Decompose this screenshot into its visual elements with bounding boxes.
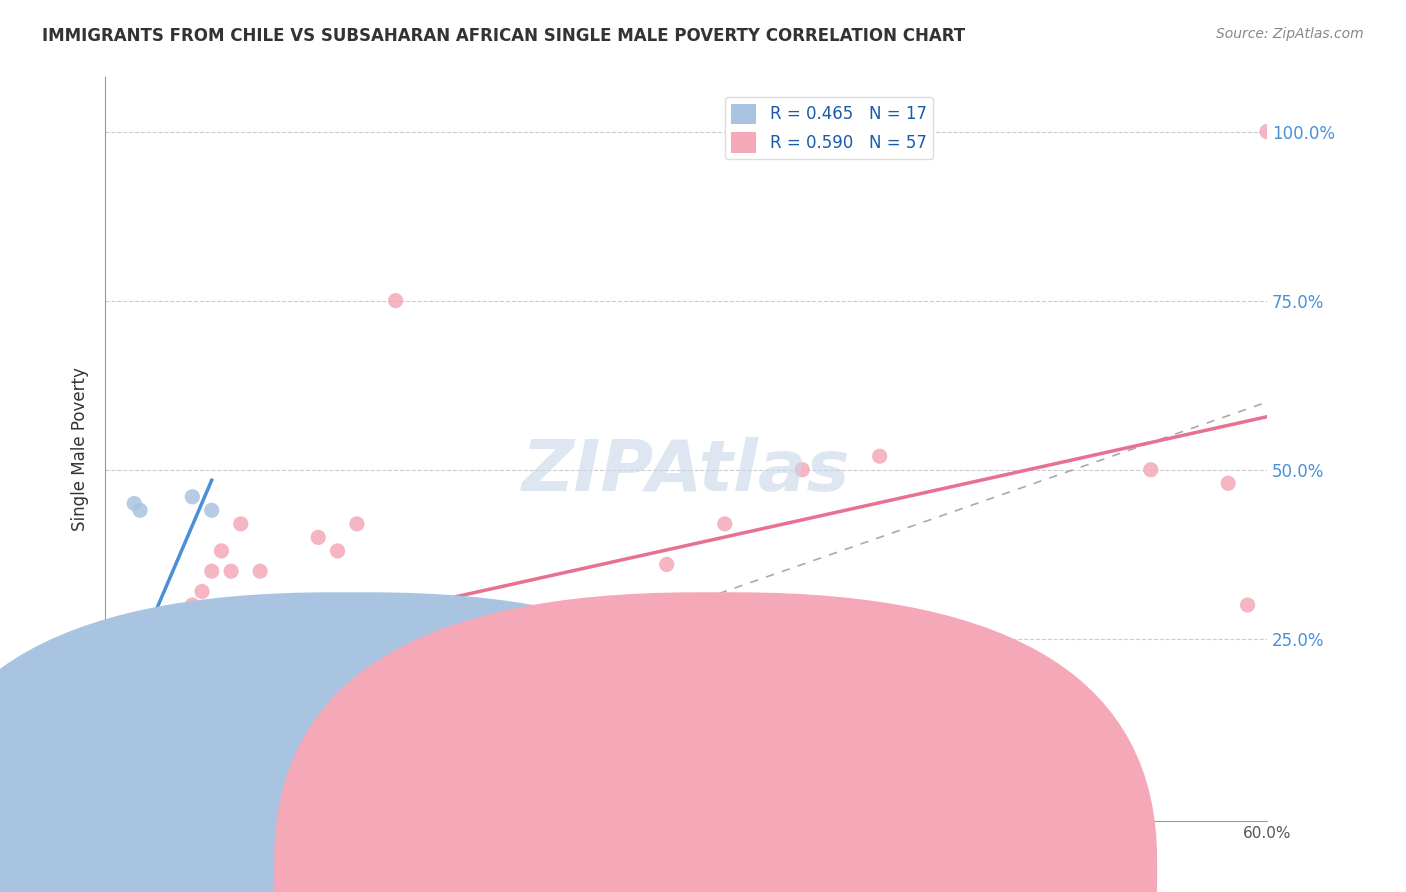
Point: [122, 497, 145, 511]
Point: [1139, 463, 1161, 477]
Point: [121, 713, 143, 727]
Point: [131, 652, 153, 666]
Text: IMMIGRANTS FROM CHILE VS SUBSAHARAN AFRICAN SINGLE MALE POVERTY CORRELATION CHAR: IMMIGRANTS FROM CHILE VS SUBSAHARAN AFRI…: [42, 27, 966, 45]
Point: [122, 665, 145, 680]
Point: [191, 584, 214, 599]
Point: [201, 503, 224, 517]
Y-axis label: Single Male Poverty: Single Male Poverty: [72, 368, 89, 532]
Point: [125, 652, 148, 666]
Point: [98, 733, 121, 747]
Point: [101, 760, 124, 774]
Point: [181, 490, 204, 504]
Point: [114, 665, 136, 680]
Point: [100, 747, 122, 761]
Point: [111, 692, 134, 706]
Point: [148, 665, 170, 680]
Text: Immigrants from Chile: Immigrants from Chile: [329, 856, 515, 874]
Point: [966, 632, 988, 646]
Point: [156, 611, 179, 625]
Point: [1236, 598, 1258, 612]
Point: [249, 564, 271, 578]
Point: [142, 632, 165, 646]
Point: [501, 747, 523, 761]
Point: [152, 625, 174, 640]
Text: Source: ZipAtlas.com: Source: ZipAtlas.com: [1216, 27, 1364, 41]
Point: [104, 733, 127, 747]
Point: [326, 544, 349, 558]
Point: [104, 760, 127, 774]
Point: [461, 692, 484, 706]
Point: [114, 679, 136, 693]
Point: [105, 720, 128, 734]
Point: [136, 652, 159, 666]
Point: [423, 632, 446, 646]
Text: ZIPAtlas: ZIPAtlas: [522, 437, 851, 507]
Point: [219, 564, 242, 578]
Point: [201, 564, 224, 578]
Point: [142, 639, 165, 653]
Point: [792, 463, 814, 477]
Point: [713, 516, 735, 531]
Point: [117, 652, 139, 666]
Point: [132, 639, 155, 653]
Point: [346, 516, 368, 531]
Point: [127, 665, 149, 680]
Point: [655, 558, 678, 572]
Point: [1256, 124, 1278, 138]
Point: [181, 598, 204, 612]
Point: [100, 720, 122, 734]
Point: [269, 699, 291, 714]
Point: [384, 293, 406, 308]
Text: Sub-Saharan Africans: Sub-Saharan Africans: [713, 856, 890, 874]
Point: [129, 645, 152, 659]
Point: [107, 720, 129, 734]
Point: [110, 692, 132, 706]
Point: [105, 733, 128, 747]
Point: [110, 706, 132, 721]
Point: [120, 699, 142, 714]
Point: [307, 530, 329, 544]
Point: [117, 665, 139, 680]
Point: [540, 706, 562, 721]
Point: [288, 598, 311, 612]
Point: [1062, 699, 1084, 714]
Point: [1218, 476, 1240, 491]
Point: [229, 516, 252, 531]
Point: [129, 503, 152, 517]
Point: [101, 706, 124, 721]
Point: [96, 747, 118, 761]
Point: [209, 544, 232, 558]
Point: [162, 645, 184, 659]
Point: [152, 652, 174, 666]
Point: [132, 652, 155, 666]
Point: [111, 679, 134, 693]
Point: [146, 645, 169, 659]
Point: [869, 449, 891, 463]
Point: [1275, 124, 1298, 138]
Point: [172, 652, 194, 666]
Point: [1295, 429, 1317, 443]
Point: [598, 652, 620, 666]
Point: [148, 625, 170, 640]
Point: [107, 706, 129, 721]
Legend: R = 0.465   N = 17, R = 0.590   N = 57: R = 0.465 N = 17, R = 0.590 N = 57: [724, 97, 934, 160]
